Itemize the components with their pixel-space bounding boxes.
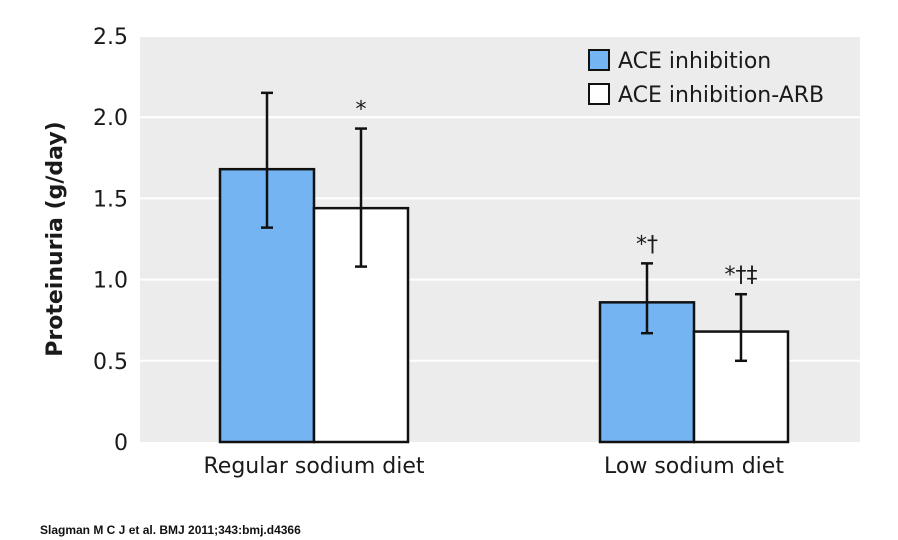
legend-swatch [588, 83, 610, 105]
significance-mark: * [356, 98, 367, 123]
error-bars [261, 91, 747, 363]
legend: ACE inhibition ACE inhibition-ARB [588, 49, 824, 108]
significance-mark: *†‡ [725, 263, 758, 288]
category-label: Regular sodium diet [204, 454, 425, 479]
y-axis-label: Proteinuria (g/day) [43, 121, 68, 356]
y-tick-label: 2.5 [93, 25, 128, 50]
y-tick-label: 1.5 [93, 187, 128, 212]
legend-label: ACE inhibition-ARB [618, 83, 824, 108]
category-label: Low sodium diet [604, 454, 784, 479]
citation: Slagman M C J et al. BMJ 2011;343:bmj.d4… [40, 523, 301, 537]
legend-swatch [588, 49, 610, 71]
y-tick-label: 0 [114, 431, 128, 456]
significance-mark: *† [636, 232, 658, 257]
y-tick-label: 0.5 [93, 350, 128, 375]
y-axis-ticks: 0 0.5 1.0 1.5 2.0 2.5 [93, 25, 128, 456]
legend-label: ACE inhibition [618, 49, 771, 74]
x-axis-categories: Regular sodium diet Low sodium diet [204, 454, 785, 479]
significance-marks: * *† *†‡ [356, 98, 758, 289]
y-tick-label: 1.0 [93, 269, 128, 294]
y-tick-label: 2.0 [93, 106, 128, 131]
